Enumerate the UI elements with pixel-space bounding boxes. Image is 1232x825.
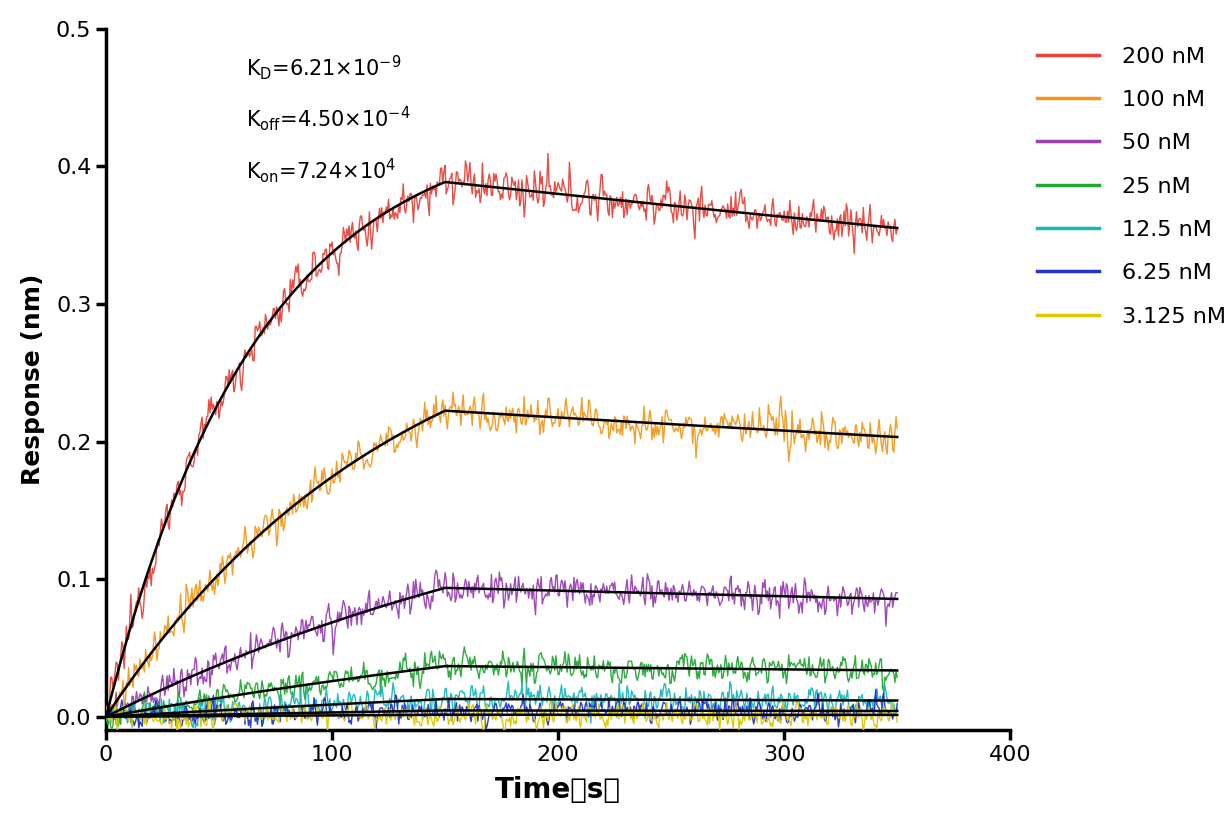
Legend: 200 nM, 100 nM, 50 nM, 25 nM, 12.5 nM, 6.25 nM, 3.125 nM: 200 nM, 100 nM, 50 nM, 25 nM, 12.5 nM, 6… — [1030, 40, 1232, 333]
X-axis label: Time（s）: Time（s） — [495, 776, 621, 804]
Y-axis label: Response (nm): Response (nm) — [21, 274, 44, 485]
Text: K$_\mathregular{D}$=6.21×10$^{-9}$
K$_\mathregular{off}$=4.50×10$^{-4}$
K$_\math: K$_\mathregular{D}$=6.21×10$^{-9}$ K$_\m… — [246, 54, 410, 185]
